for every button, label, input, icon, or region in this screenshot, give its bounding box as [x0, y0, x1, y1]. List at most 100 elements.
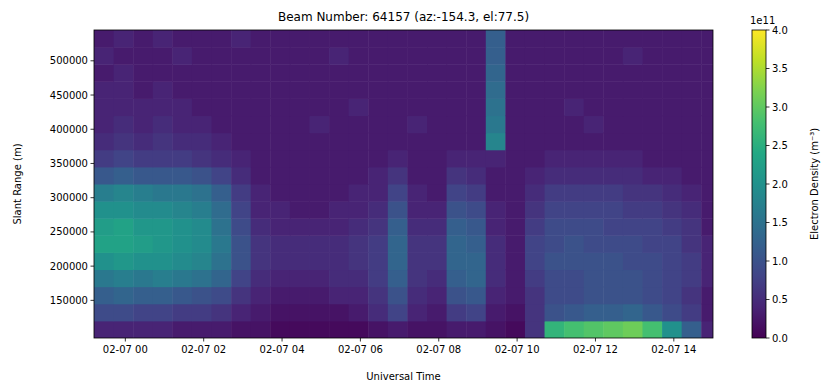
- heat-cell: [192, 81, 212, 99]
- y-tick-label: 250000: [50, 226, 88, 237]
- heat-cell: [349, 98, 369, 116]
- heat-cell: [231, 252, 251, 270]
- heat-cell: [466, 133, 486, 151]
- heat-cell: [153, 321, 173, 338]
- heat-cell: [564, 133, 584, 151]
- heat-cell: [368, 218, 388, 236]
- colorbar-tick: [766, 222, 770, 223]
- heat-cell: [623, 321, 643, 338]
- heat-cell: [466, 235, 486, 253]
- y-tick-label: 300000: [50, 192, 88, 203]
- heat-cell: [642, 167, 662, 185]
- heat-cell: [133, 116, 153, 134]
- heat-cell: [251, 30, 271, 48]
- y-tick-label: 400000: [50, 124, 88, 135]
- heat-cell: [486, 304, 506, 322]
- heat-cell: [682, 98, 702, 116]
- heat-cell: [270, 116, 290, 134]
- heat-cell: [466, 150, 486, 168]
- heat-cell: [407, 81, 427, 99]
- heat-cell: [427, 235, 447, 253]
- heat-cell: [642, 235, 662, 253]
- heat-cell: [329, 47, 349, 65]
- heat-cell: [407, 98, 427, 116]
- heat-cell: [623, 64, 643, 82]
- heat-cell: [231, 98, 251, 116]
- heat-cell: [447, 235, 467, 253]
- heat-cell: [505, 218, 525, 236]
- heat-cell: [231, 81, 251, 99]
- heat-cell: [407, 133, 427, 151]
- heat-cell: [192, 30, 212, 48]
- heat-cell: [603, 116, 623, 134]
- heat-cell: [466, 321, 486, 338]
- heat-cell: [466, 252, 486, 270]
- heat-cell: [466, 30, 486, 48]
- heat-cell: [545, 252, 565, 270]
- heat-cell: [94, 47, 114, 65]
- heat-cell: [407, 287, 427, 305]
- heat-cell: [329, 304, 349, 322]
- heat-cell: [407, 201, 427, 219]
- heat-cell: [251, 133, 271, 151]
- heat-cell: [133, 252, 153, 270]
- heat-cell: [623, 150, 643, 168]
- heat-cell: [212, 184, 232, 202]
- heat-cell: [662, 287, 682, 305]
- heat-cell: [447, 47, 467, 65]
- heat-cell: [114, 81, 134, 99]
- heat-cell: [153, 252, 173, 270]
- heat-cell: [682, 235, 702, 253]
- heat-cell: [153, 287, 173, 305]
- heat-cell: [172, 81, 192, 99]
- heat-cell: [212, 304, 232, 322]
- heat-cell: [427, 218, 447, 236]
- heat-cell: [329, 116, 349, 134]
- heat-cell: [525, 321, 545, 338]
- heat-cell: [407, 218, 427, 236]
- colorbar-tick-label: 1.0: [772, 256, 788, 267]
- heat-cell: [231, 287, 251, 305]
- chart-root: 02-07 0002-07 0202-07 0402-07 0602-07 08…: [0, 0, 835, 391]
- heat-cell: [251, 235, 271, 253]
- colorbar-tick-label: 0.5: [772, 294, 788, 305]
- heat-cell: [94, 252, 114, 270]
- heat-cell: [153, 133, 173, 151]
- colorbar: [752, 30, 766, 338]
- heat-cell: [447, 201, 467, 219]
- heat-cell: [153, 98, 173, 116]
- heat-cell: [564, 218, 584, 236]
- heat-cell: [427, 150, 447, 168]
- heat-cell: [231, 270, 251, 288]
- heat-cell: [525, 116, 545, 134]
- heat-cell: [192, 64, 212, 82]
- heat-cell: [642, 201, 662, 219]
- heat-cell: [349, 47, 369, 65]
- heat-cell: [114, 98, 134, 116]
- heat-cell: [153, 218, 173, 236]
- heat-cell: [466, 304, 486, 322]
- heat-cell: [114, 184, 134, 202]
- heat-cell: [231, 64, 251, 82]
- heat-cell: [584, 270, 604, 288]
- heat-cell: [309, 235, 329, 253]
- heat-cell: [192, 116, 212, 134]
- y-tick-label: 200000: [50, 261, 88, 272]
- heat-cell: [133, 287, 153, 305]
- heat-cell: [545, 167, 565, 185]
- heat-cell: [662, 64, 682, 82]
- heat-cell: [290, 184, 310, 202]
- heat-cell: [603, 287, 623, 305]
- x-tick: [125, 338, 126, 342]
- heat-cell: [172, 64, 192, 82]
- heat-cell: [270, 64, 290, 82]
- heat-cell: [94, 150, 114, 168]
- colorbar-tick-label: 0.0: [772, 333, 788, 344]
- plot-frame: [94, 30, 713, 338]
- heat-cell: [212, 167, 232, 185]
- heat-cell: [192, 167, 212, 185]
- heat-cell: [212, 201, 232, 219]
- heat-cell: [133, 270, 153, 288]
- heat-cell: [251, 98, 271, 116]
- heat-cell: [251, 150, 271, 168]
